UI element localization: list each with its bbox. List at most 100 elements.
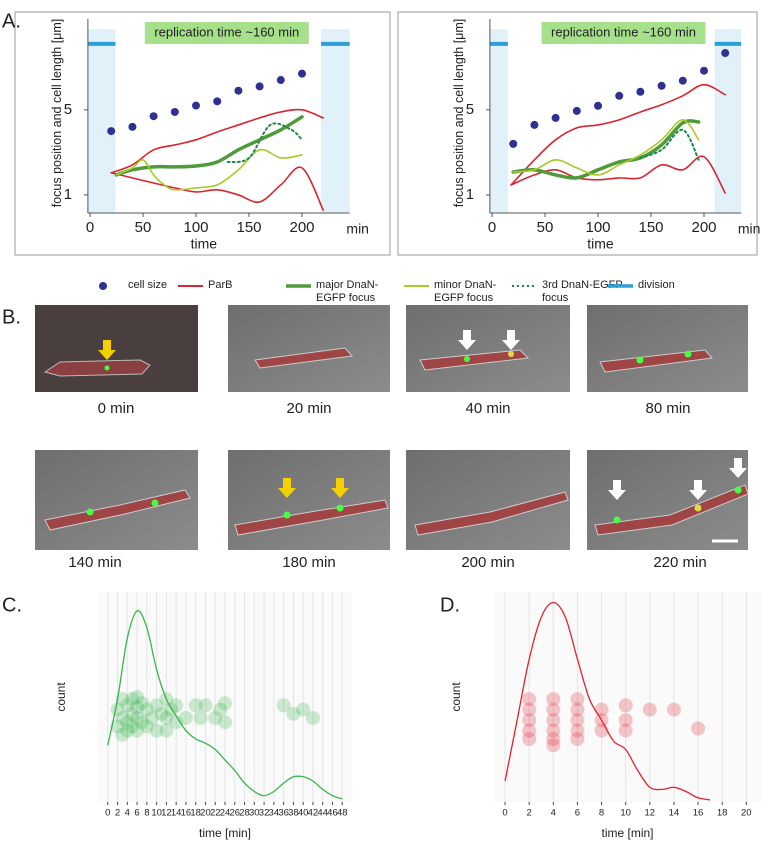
focus [636,356,644,364]
annotation: replication time ~160 min [154,24,299,39]
point [208,711,223,725]
x-tick-label: 22 [210,808,221,819]
legend-label: minor DnaN-EGFP focus [434,279,497,304]
x-tick-label: 34 [269,808,280,819]
panel-label: B. [2,306,21,328]
point [144,711,159,725]
cell-size-point [128,122,137,131]
point [546,692,561,707]
focus [694,504,702,512]
cell-size-point [192,101,201,110]
frame-label: 20 min [286,400,331,417]
y-axis-label: count [449,682,463,712]
y-axis-label: count [54,682,68,712]
point [296,702,311,717]
point [218,715,232,730]
series-line [510,83,727,186]
cell-size-point [700,66,709,75]
point [546,702,561,717]
focus [336,504,344,512]
focus [684,350,692,358]
cell [43,359,151,377]
frame-label: 80 min [645,400,690,417]
cell-size-point [572,106,581,115]
point [522,723,537,738]
micrograph [587,305,748,392]
x-tick-label: 10 [151,808,162,819]
division-band [87,29,116,213]
arrow [458,330,476,350]
point [110,702,125,717]
point [570,723,585,738]
legend-entry: cell size [128,279,167,291]
x-tick-label: 150 [236,219,261,236]
x-tick-label: 38 [288,808,299,819]
arrow [608,480,626,500]
panel-label: A. [2,10,21,32]
point [522,713,537,728]
x-unit-label: min [738,221,761,237]
point [666,702,681,717]
point [546,732,561,746]
series-line [512,119,700,176]
series-line [511,119,701,180]
series-line [226,122,304,163]
x-tick-label: 48 [337,808,348,819]
arrow [689,480,707,500]
x-tick-label: 200 [691,219,716,236]
x-tick-label: 16 [693,808,704,819]
arrow [331,478,349,498]
cell-size-point [636,87,645,96]
x-tick-label: 150 [638,219,663,236]
micrograph [228,305,390,392]
point [276,698,291,713]
x-tick-label: 4 [551,808,556,819]
cell [419,349,530,371]
x-tick-label: 20 [200,808,211,819]
x-tick-label: 10 [620,808,631,819]
x-tick-label: 12 [161,808,172,819]
micrographs [35,305,749,550]
legend-entry: ParB [208,279,232,291]
point [154,706,169,721]
cell [594,484,749,536]
point [130,690,145,704]
point [286,706,301,721]
y-axis-label: focus position and cell length [μm] [50,19,64,208]
x-tick-label: 12 [645,808,656,819]
point [198,698,213,713]
cell-size-point [234,86,243,95]
arrow [502,330,520,350]
cell-size-point [298,69,307,78]
x-tick-label: 18 [190,808,201,819]
legend-entry: 3rd DnaN-EGFP focus [542,279,623,304]
cell-size-point [615,91,624,100]
focus [104,365,110,371]
point [159,723,174,738]
x-tick-label: 0 [488,219,496,236]
frame-label: 40 min [465,400,510,417]
y-tick-label: 1 [466,186,474,203]
legend-entry: major DnaN-EGFP focus [316,279,378,304]
x-tick-label: 6 [134,808,139,819]
point [522,692,537,707]
plot-frame [397,11,758,256]
cell-size-point [594,101,603,110]
x-tick-label: 36 [278,808,289,819]
frame-label: 200 min [461,554,514,571]
x-tick-label: 32 [259,808,270,819]
cell-size-point [255,82,264,91]
x-axis-label: time [587,236,614,252]
x-tick-label: 8 [144,808,149,819]
x-tick-label: 28 [239,808,250,819]
frame-label: 220 min [653,554,706,571]
point [169,698,184,713]
point [149,698,164,713]
series-line [114,115,304,177]
point [522,732,537,746]
focus [151,499,159,507]
x-tick-label: 0 [105,808,110,819]
point [120,723,135,738]
point [218,696,232,711]
